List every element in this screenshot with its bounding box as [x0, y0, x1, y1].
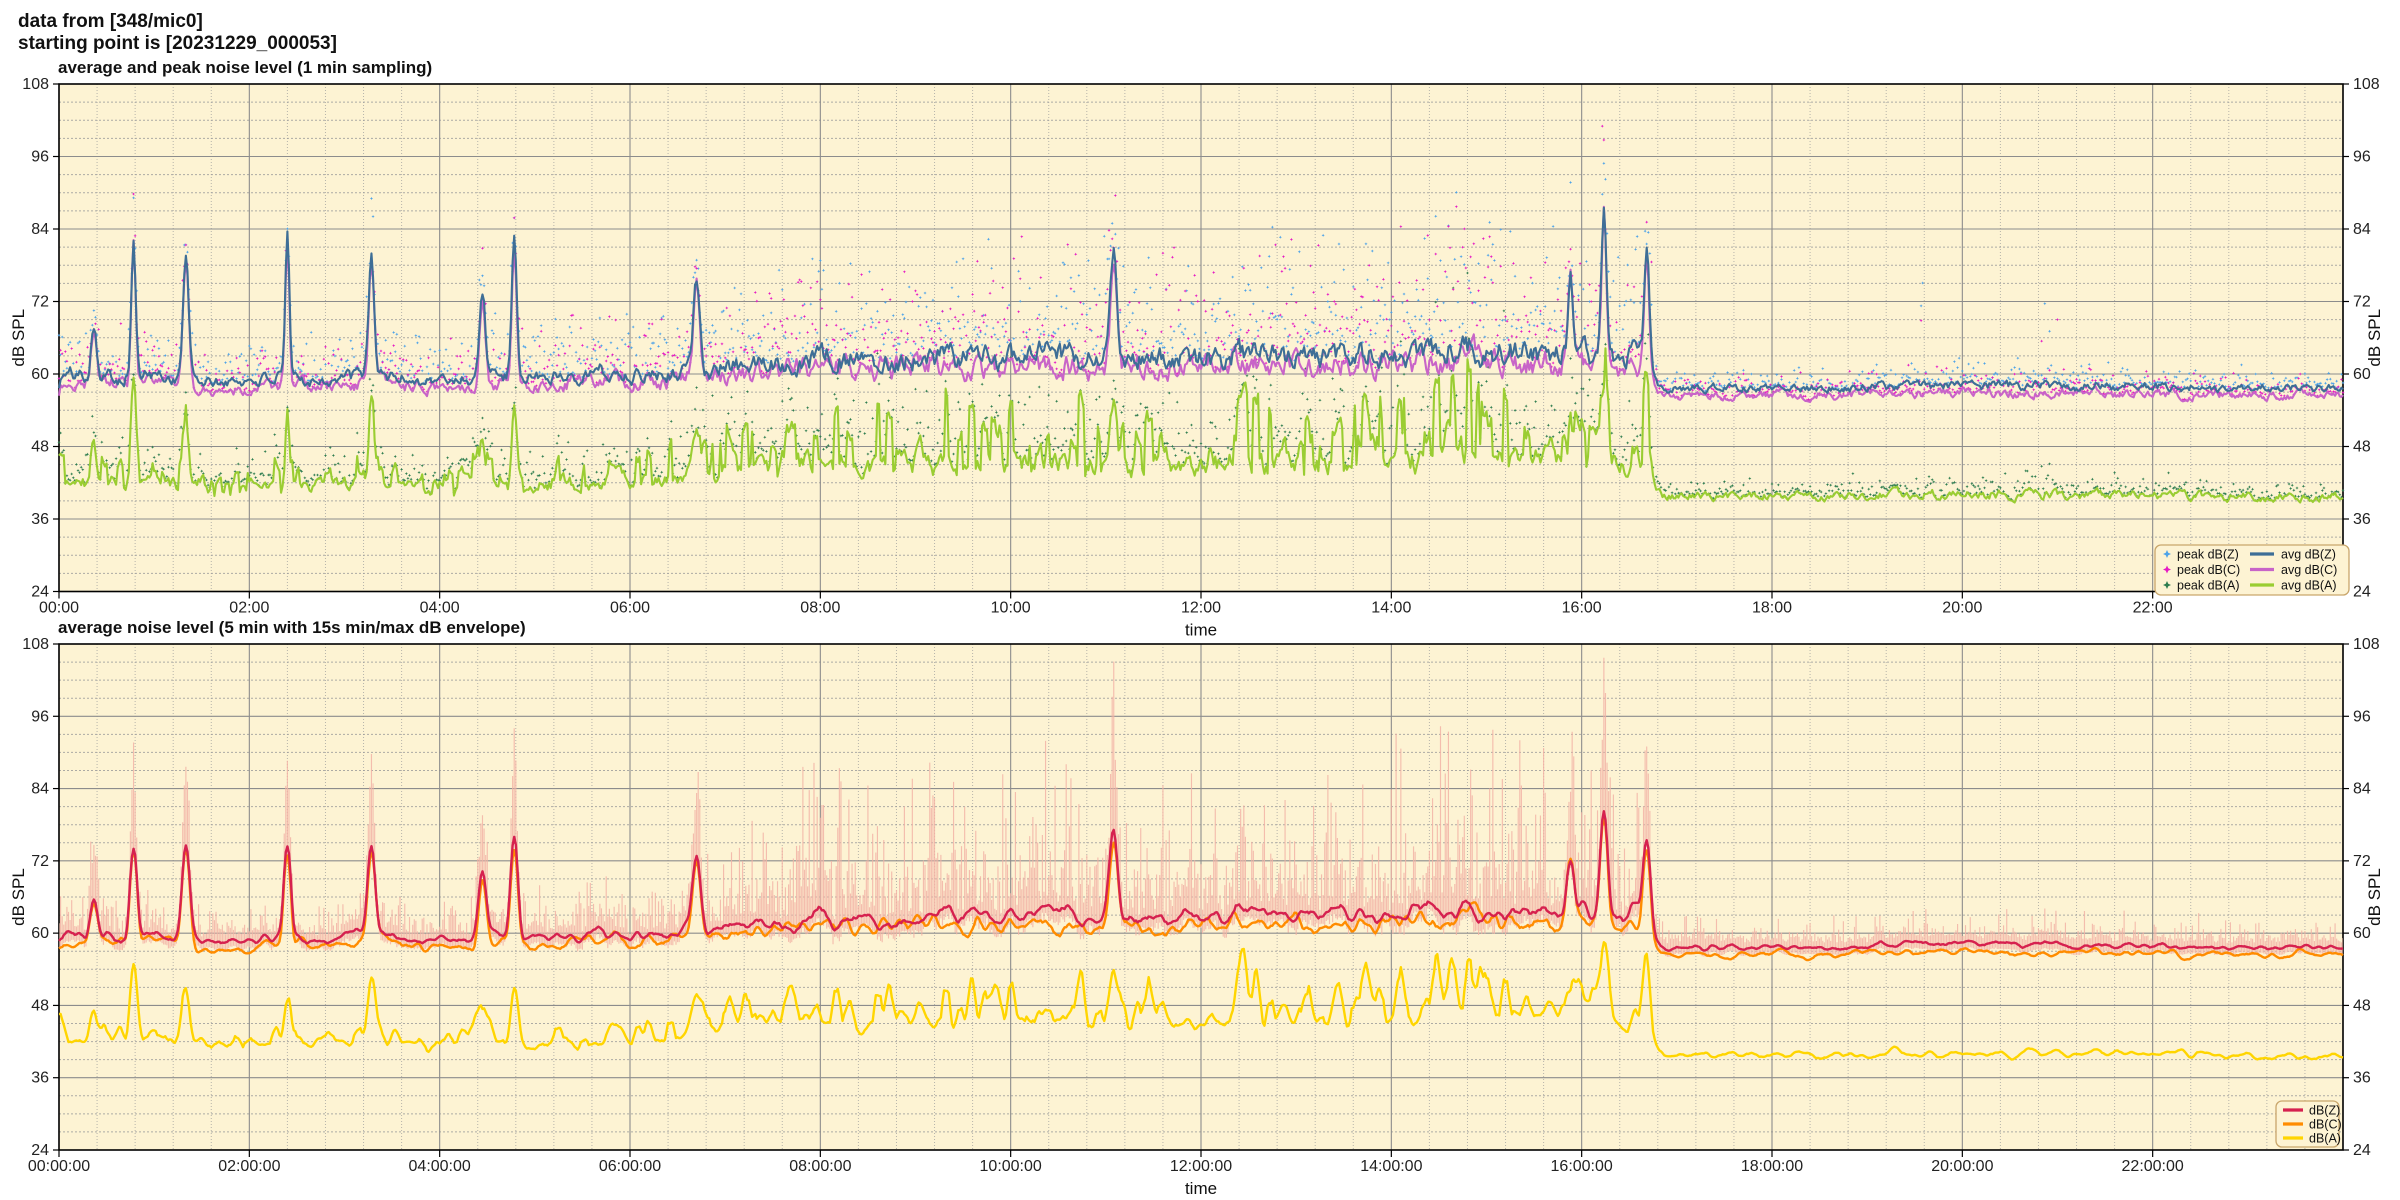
svg-text:24: 24: [2353, 584, 2371, 601]
svg-text:36: 36: [2353, 1070, 2371, 1087]
svg-text:04:00:00: 04:00:00: [409, 1158, 471, 1175]
svg-text:00:00:00: 00:00:00: [28, 1158, 90, 1175]
svg-text:time: time: [1185, 621, 1217, 640]
svg-text:08:00:00: 08:00:00: [789, 1158, 851, 1175]
svg-text:dB SPL: dB SPL: [9, 309, 28, 367]
svg-text:36: 36: [31, 511, 49, 528]
svg-text:dB SPL: dB SPL: [9, 868, 28, 926]
svg-text:dB(C): dB(C): [2309, 1117, 2342, 1131]
svg-text:96: 96: [31, 708, 49, 725]
svg-text:24: 24: [31, 1142, 49, 1159]
svg-text:60: 60: [2353, 366, 2371, 383]
svg-text:84: 84: [2353, 781, 2371, 798]
svg-text:48: 48: [31, 997, 49, 1014]
svg-text:02:00: 02:00: [229, 600, 269, 617]
svg-text:avg dB(A): avg dB(A): [2281, 578, 2337, 592]
svg-text:36: 36: [31, 1070, 49, 1087]
svg-text:60: 60: [31, 925, 49, 942]
svg-text:60: 60: [31, 366, 49, 383]
svg-text:10:00: 10:00: [991, 600, 1031, 617]
svg-text:04:00: 04:00: [420, 600, 460, 617]
svg-text:108: 108: [22, 76, 49, 93]
svg-text:48: 48: [2353, 997, 2371, 1014]
svg-text:time: time: [1185, 1179, 1217, 1198]
svg-text:24: 24: [31, 584, 49, 601]
svg-text:peak dB(C): peak dB(C): [2177, 563, 2240, 577]
svg-text:dB(A): dB(A): [2309, 1131, 2341, 1145]
svg-text:96: 96: [31, 149, 49, 166]
svg-text:108: 108: [2353, 76, 2380, 93]
svg-text:96: 96: [2353, 149, 2371, 166]
svg-text:24: 24: [2353, 1142, 2371, 1159]
svg-text:08:00: 08:00: [800, 600, 840, 617]
svg-text:dB(Z): dB(Z): [2309, 1103, 2340, 1117]
svg-text:06:00:00: 06:00:00: [599, 1158, 661, 1175]
svg-text:dB SPL: dB SPL: [2365, 868, 2384, 926]
svg-text:72: 72: [2353, 853, 2371, 870]
svg-text:84: 84: [31, 221, 49, 238]
svg-text:20:00: 20:00: [1942, 600, 1982, 617]
svg-text:60: 60: [2353, 925, 2371, 942]
svg-text:96: 96: [2353, 708, 2371, 725]
svg-text:06:00: 06:00: [610, 600, 650, 617]
svg-text:84: 84: [2353, 221, 2371, 238]
svg-text:48: 48: [31, 439, 49, 456]
svg-text:36: 36: [2353, 511, 2371, 528]
svg-text:48: 48: [2353, 439, 2371, 456]
svg-text:avg dB(Z): avg dB(Z): [2281, 547, 2336, 561]
svg-text:108: 108: [22, 636, 49, 653]
svg-text:dB SPL: dB SPL: [2365, 309, 2384, 367]
svg-text:16:00:00: 16:00:00: [1551, 1158, 1613, 1175]
svg-text:10:00:00: 10:00:00: [980, 1158, 1042, 1175]
svg-text:84: 84: [31, 781, 49, 798]
svg-text:22:00:00: 22:00:00: [2122, 1158, 2184, 1175]
svg-text:00:00: 00:00: [39, 600, 79, 617]
svg-text:72: 72: [31, 294, 49, 311]
svg-text:20:00:00: 20:00:00: [1931, 1158, 1993, 1175]
svg-text:72: 72: [31, 853, 49, 870]
svg-text:peak dB(Z): peak dB(Z): [2177, 547, 2239, 561]
svg-text:16:00: 16:00: [1562, 600, 1602, 617]
svg-text:12:00:00: 12:00:00: [1170, 1158, 1232, 1175]
svg-text:12:00: 12:00: [1181, 600, 1221, 617]
svg-text:peak dB(A): peak dB(A): [2177, 578, 2240, 592]
svg-text:14:00: 14:00: [1371, 600, 1411, 617]
svg-text:avg dB(C): avg dB(C): [2281, 563, 2337, 577]
svg-text:18:00: 18:00: [1752, 600, 1792, 617]
svg-text:72: 72: [2353, 294, 2371, 311]
svg-text:02:00:00: 02:00:00: [218, 1158, 280, 1175]
svg-text:108: 108: [2353, 636, 2380, 653]
svg-text:14:00:00: 14:00:00: [1360, 1158, 1422, 1175]
svg-text:22:00: 22:00: [2133, 600, 2173, 617]
svg-text:18:00:00: 18:00:00: [1741, 1158, 1803, 1175]
